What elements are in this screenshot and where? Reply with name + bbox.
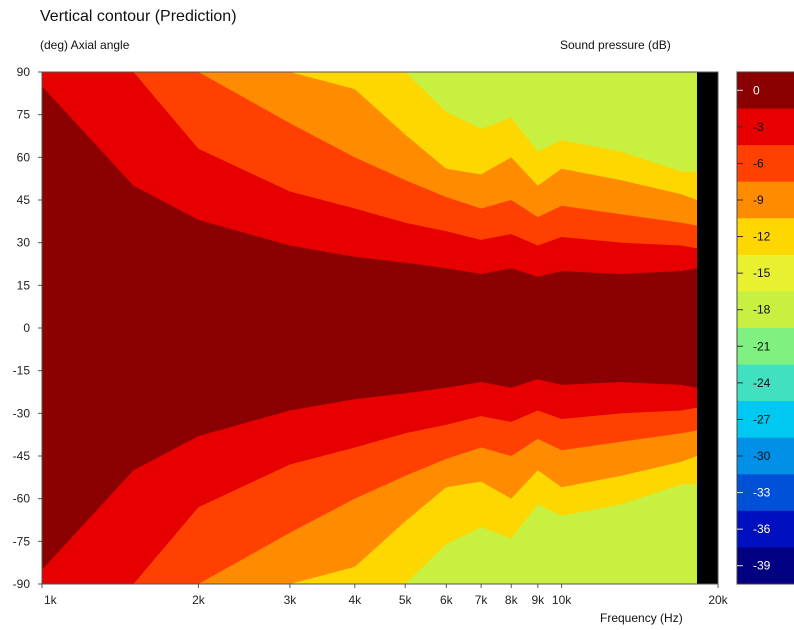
y-tick-label: 15 xyxy=(17,278,31,292)
colorbar-swatch xyxy=(737,181,794,219)
x-tick-label: 3k xyxy=(284,593,298,607)
colorbar-swatch xyxy=(737,474,794,512)
y-tick-label: -15 xyxy=(13,364,31,378)
colorbar: 0 -3 -6 -9 -12 -15 -18 -21 -24 -27 -30 -33 -36 -39 xyxy=(736,71,794,585)
y-tick-label: -30 xyxy=(13,406,31,420)
colorbar-swatch xyxy=(737,510,794,548)
colorbar-level-label: -24 xyxy=(753,376,771,390)
colorbar-swatch xyxy=(737,401,794,439)
colorbar-swatch xyxy=(737,291,794,329)
colorbar-level-label: -21 xyxy=(753,339,771,353)
y-tick-label: -45 xyxy=(13,449,31,463)
colorbar-level-label: -18 xyxy=(753,303,771,317)
colorbar-frame xyxy=(736,71,794,585)
y-tick-label: 90 xyxy=(17,65,31,79)
y-tick-label: 75 xyxy=(17,108,31,122)
colorbar-swatch xyxy=(737,254,794,292)
y-axis: 90 75 60 45 30 15 0 -15 -30 -45 -60 -75 -90 xyxy=(13,65,42,591)
y-tick-label: -90 xyxy=(13,577,31,591)
x-tick-label: 5k xyxy=(399,593,413,607)
colorbar-swatch xyxy=(737,218,794,256)
contour-band-m3 xyxy=(42,86,697,570)
colorbar-label: Sound pressure (dB) xyxy=(560,38,671,52)
x-tick-label: 4k xyxy=(348,593,362,607)
x-tick-label: 10k xyxy=(552,593,572,607)
x-axis-label: Frequency (Hz) xyxy=(600,611,683,625)
x-tick-label: 7k xyxy=(475,593,489,607)
y-tick-label: -60 xyxy=(13,492,31,506)
colorbar-level-label: -15 xyxy=(753,266,771,280)
colorbar-level-label: -30 xyxy=(753,449,771,463)
colorbar-level-label: 0 xyxy=(753,83,760,97)
colorbar-swatch xyxy=(737,547,794,585)
y-tick-label: -75 xyxy=(13,534,31,548)
colorbar-level-label: -9 xyxy=(753,193,764,207)
colorbar-swatch xyxy=(737,72,794,110)
x-tick-label: 8k xyxy=(505,593,519,607)
colorbar-level-label: -33 xyxy=(753,486,771,500)
colorbar-level-label: -27 xyxy=(753,412,771,426)
y-tick-label: 60 xyxy=(17,150,31,164)
x-tick-label: 20k xyxy=(708,593,728,607)
x-tick-label: 1k xyxy=(44,593,58,607)
x-tick-label: 2k xyxy=(192,593,206,607)
y-tick-label: 30 xyxy=(17,236,31,250)
colorbar-level-label: -3 xyxy=(753,120,764,134)
colorbar-swatch xyxy=(737,328,794,366)
colorbar-swatch xyxy=(737,437,794,475)
x-tick-label: 6k xyxy=(440,593,454,607)
y-tick-label: 45 xyxy=(17,193,31,207)
colorbar-swatch xyxy=(737,364,794,402)
y-tick-label: 0 xyxy=(23,321,30,335)
chart-title: Vertical contour (Prediction) xyxy=(40,8,237,25)
colorbar-level-label: -36 xyxy=(753,522,771,536)
no-data-strip xyxy=(697,72,718,584)
y-axis-label: (deg) Axial angle xyxy=(40,38,130,52)
x-tick-label: 9k xyxy=(531,593,545,607)
colorbar-swatch xyxy=(737,108,794,146)
colorbar-level-label: -12 xyxy=(753,230,771,244)
colorbar-level-label: -6 xyxy=(753,156,764,170)
x-axis: 1k 2k 3k 4k 5k 6k 7k 8k 9k 10k 20k xyxy=(41,584,729,607)
colorbar-swatch xyxy=(737,145,794,183)
plot-area xyxy=(41,71,719,585)
colorbar-level-label: -39 xyxy=(753,559,771,573)
